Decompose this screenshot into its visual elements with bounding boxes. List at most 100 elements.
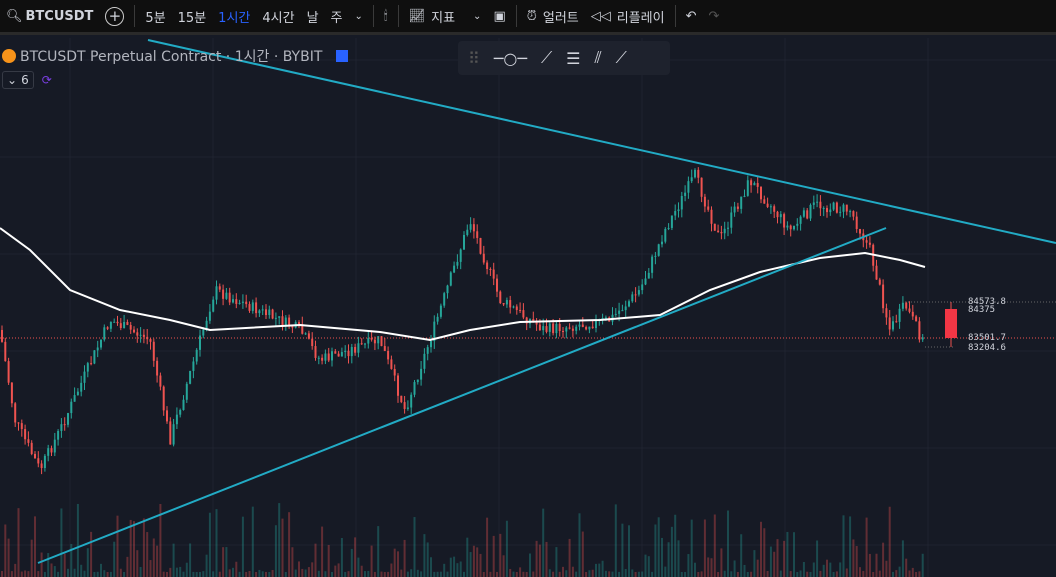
interval-dropdown[interactable]: ⌄ — [349, 0, 369, 32]
candle — [525, 317, 528, 324]
interval-15m[interactable]: 15분 — [177, 10, 207, 26]
indicator-count: 6 — [21, 73, 29, 87]
volume-bar — [284, 571, 287, 577]
volume-bar — [505, 520, 508, 577]
volume-bar — [677, 540, 680, 577]
interval-week[interactable]: 주 — [330, 10, 343, 26]
candle — [723, 228, 726, 234]
candle — [680, 195, 683, 210]
candle — [265, 309, 267, 316]
candle — [895, 321, 898, 323]
candle — [849, 211, 852, 213]
undo-button[interactable]: ↶ — [680, 0, 703, 32]
volume-bar — [67, 568, 69, 577]
descending-trendline[interactable] — [147, 39, 1056, 244]
volume-bar — [898, 566, 901, 577]
candle — [769, 206, 772, 208]
volume-bar — [664, 566, 667, 577]
candle — [413, 382, 416, 395]
interval-4h[interactable]: 4시간 — [262, 10, 295, 26]
flag-icon[interactable] — [336, 50, 349, 62]
candle — [156, 360, 159, 376]
volume-bar — [301, 568, 304, 577]
candle — [733, 206, 736, 213]
alert-button[interactable]: ⏰︎ 얼러트 — [521, 0, 585, 32]
drag-handle-icon[interactable]: ⠿ — [468, 48, 480, 68]
symbol-search[interactable]: 🔍︎ BTCUSDT — [0, 0, 99, 32]
candle — [760, 186, 762, 200]
candle — [192, 361, 195, 371]
volume-bar — [700, 571, 703, 577]
redo-button[interactable]: ↷ — [703, 0, 726, 32]
ascending-trendline[interactable] — [37, 227, 887, 564]
indicators-collapse-button[interactable]: ⌄ 6 — [2, 71, 34, 89]
volume-bar — [855, 546, 858, 577]
interval-5m[interactable]: 5분 — [145, 10, 166, 26]
volume-bar — [212, 571, 215, 577]
top-toolbar: 🔍︎ BTCUSDT + 5분 15분 1시간 4시간 날 주 ⌄ 🕯︎ 📈︎ 지표… — [0, 0, 1056, 35]
candle — [855, 216, 858, 230]
chart-type-button[interactable]: 🕯︎ — [378, 0, 394, 32]
candle — [271, 309, 274, 319]
volume-bar — [410, 569, 413, 577]
volume-bar — [387, 571, 390, 577]
candle — [24, 429, 27, 440]
candle — [40, 463, 43, 469]
horizontal-ray-icon[interactable]: ─○─ — [493, 48, 527, 68]
interval-1h[interactable]: 1시간 — [218, 10, 251, 26]
symbol-title[interactable]: BTCUSDT Perpetual Contract · 1시간 · BYBIT — [20, 49, 323, 65]
interval-day[interactable]: 날 — [306, 10, 319, 26]
price-chart[interactable] — [0, 38, 1056, 577]
volume-bar — [644, 554, 647, 577]
volume-bar — [288, 512, 291, 577]
parallel-channel-icon[interactable]: ⫽ — [594, 48, 602, 67]
candle — [334, 351, 337, 354]
layouts-button[interactable]: ▣ — [487, 0, 511, 32]
volume-bar — [595, 563, 597, 577]
volume-bar — [522, 571, 525, 577]
candle — [116, 321, 119, 324]
indicator-toggle-row: ⌄ 6 ⟳ — [2, 71, 52, 89]
volume-bar — [390, 563, 393, 577]
volume-bar — [618, 571, 621, 577]
volume-bar — [255, 571, 258, 577]
volume-bar — [476, 547, 479, 577]
volume-bar — [60, 508, 63, 577]
candle — [410, 394, 413, 408]
indicators-button[interactable]: 📈︎ 지표 ⌄ — [403, 0, 488, 32]
volume-bar — [208, 512, 211, 577]
volume-bar — [189, 543, 192, 577]
horizontal-lines-icon[interactable]: ☰ — [566, 48, 581, 68]
sync-icon[interactable]: ⟳ — [41, 73, 52, 87]
volume-bar — [311, 562, 314, 577]
candle — [882, 284, 885, 309]
candle — [519, 309, 522, 311]
candle — [337, 353, 340, 357]
trend-line-icon[interactable]: ⟋ — [540, 48, 553, 67]
volume-bar — [538, 544, 541, 577]
ray-icon[interactable]: ⟋ — [615, 48, 627, 67]
indicators-icon: 📈︎ — [408, 8, 426, 24]
volume-bar — [628, 525, 630, 577]
candle — [667, 227, 670, 229]
candle — [169, 421, 172, 445]
moving-average-line — [0, 227, 926, 342]
candle — [826, 208, 828, 213]
candle — [746, 180, 749, 196]
candle — [380, 336, 383, 347]
candle — [195, 349, 198, 362]
volume-bar — [103, 570, 106, 577]
volume-bar — [142, 518, 145, 577]
volume-bar — [882, 542, 885, 577]
candle — [208, 311, 211, 321]
candle — [571, 328, 574, 331]
replay-button[interactable]: ◁◁ 리플레이 — [585, 0, 671, 32]
candle — [218, 286, 221, 290]
volume-bar — [773, 551, 776, 577]
volume-bar — [278, 503, 281, 577]
compare-button[interactable]: + — [99, 0, 130, 32]
candle — [624, 306, 627, 311]
candle — [710, 209, 713, 224]
candle — [796, 223, 799, 226]
candle — [892, 321, 894, 330]
